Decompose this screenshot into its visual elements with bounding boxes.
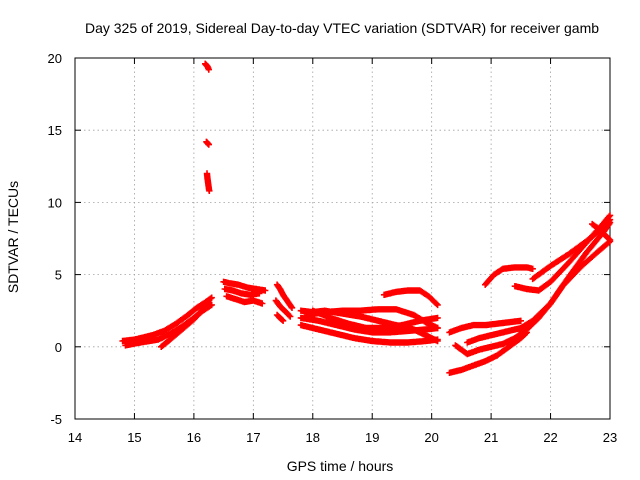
x-tick-label: 18 bbox=[306, 430, 320, 445]
x-tick-label: 14 bbox=[68, 430, 82, 445]
x-tick-label: 20 bbox=[424, 430, 438, 445]
data-track bbox=[589, 220, 614, 244]
data-track bbox=[220, 278, 269, 294]
data-layer bbox=[119, 60, 614, 376]
tick-layer: 14 15 16 17 18 19 20 21 22 23 -5 0 5 10 15 20 bbox=[48, 51, 618, 445]
data-track bbox=[203, 138, 212, 148]
x-tick-label: 16 bbox=[187, 430, 201, 445]
x-tick-label: 19 bbox=[365, 430, 379, 445]
data-track bbox=[223, 293, 266, 307]
data-track bbox=[309, 307, 441, 332]
x-axis-label: GPS time / hours bbox=[287, 458, 394, 474]
grid-layer bbox=[75, 58, 610, 419]
y-tick-label: 15 bbox=[48, 123, 62, 138]
data-track bbox=[446, 317, 524, 336]
data-marker-path bbox=[446, 317, 524, 336]
data-track bbox=[221, 285, 263, 298]
plot-border bbox=[74, 57, 611, 420]
data-marker-path bbox=[223, 293, 266, 307]
x-tick-label: 23 bbox=[603, 430, 617, 445]
data-marker-path bbox=[589, 220, 614, 244]
data-marker-path bbox=[203, 138, 212, 148]
data-marker-path bbox=[273, 281, 296, 311]
data-marker-path bbox=[202, 60, 212, 73]
y-tick-label: 20 bbox=[48, 51, 62, 66]
data-marker-path bbox=[309, 307, 441, 332]
data-marker-path bbox=[464, 219, 614, 346]
data-track bbox=[380, 287, 441, 309]
data-marker-path bbox=[297, 321, 441, 346]
data-track bbox=[482, 264, 536, 288]
data-marker-path bbox=[220, 278, 269, 294]
data-marker-path bbox=[272, 297, 294, 320]
data-marker-path bbox=[380, 287, 441, 309]
x-tick-label: 15 bbox=[127, 430, 141, 445]
data-marker-path bbox=[273, 311, 287, 324]
y-tick-label: -5 bbox=[50, 412, 62, 427]
y-tick-label: 5 bbox=[55, 268, 62, 283]
data-track bbox=[203, 170, 213, 194]
x-tick-label: 21 bbox=[484, 430, 498, 445]
data-track bbox=[273, 281, 296, 311]
data-marker-path bbox=[297, 314, 441, 336]
data-track bbox=[272, 297, 294, 320]
data-track bbox=[297, 321, 441, 346]
data-marker-path bbox=[482, 264, 536, 288]
data-marker-path bbox=[446, 329, 530, 376]
data-track bbox=[202, 60, 212, 73]
data-marker-path bbox=[158, 297, 212, 350]
chart-title: Day 325 of 2019, Sidereal Day-to-day VTE… bbox=[85, 20, 599, 36]
data-marker-path bbox=[203, 170, 213, 194]
data-track bbox=[446, 329, 530, 376]
data-track bbox=[529, 216, 614, 283]
y-tick-label: 10 bbox=[48, 195, 62, 210]
x-tick-label: 22 bbox=[543, 430, 557, 445]
data-track bbox=[464, 219, 614, 346]
data-track bbox=[158, 297, 212, 350]
data-marker-path bbox=[529, 216, 614, 283]
data-marker-path bbox=[221, 285, 263, 298]
y-axis-label: SDTVAR / TECUs bbox=[5, 181, 21, 293]
x-tick-label: 17 bbox=[246, 430, 260, 445]
data-track bbox=[297, 314, 441, 336]
data-track bbox=[273, 311, 287, 324]
y-tick-label: 0 bbox=[55, 340, 62, 355]
